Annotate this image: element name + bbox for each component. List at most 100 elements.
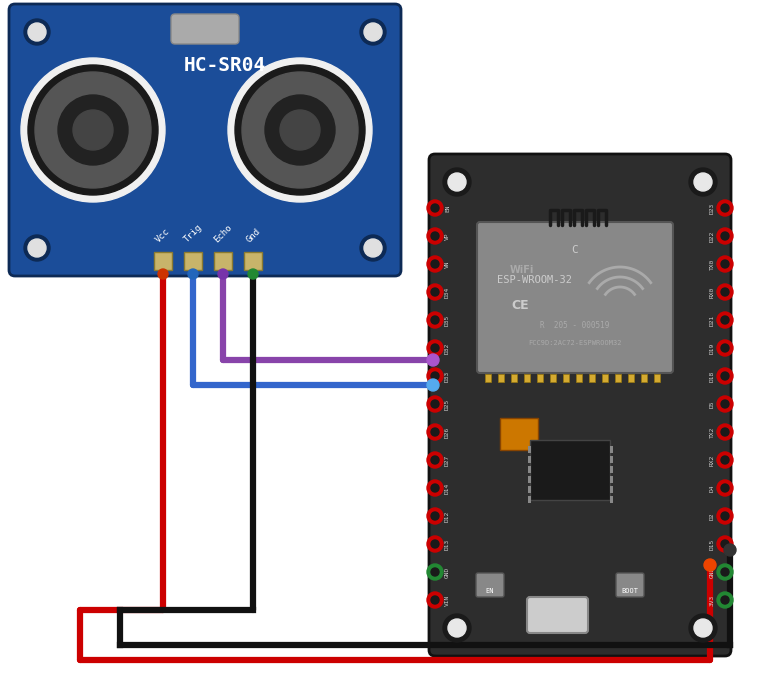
Text: D27: D27 — [445, 455, 450, 466]
Text: CE: CE — [511, 298, 529, 312]
Circle shape — [427, 564, 443, 580]
Circle shape — [431, 372, 439, 380]
Circle shape — [427, 424, 443, 440]
FancyBboxPatch shape — [616, 573, 644, 597]
Circle shape — [431, 428, 439, 436]
Circle shape — [721, 484, 729, 492]
Circle shape — [427, 536, 443, 552]
Text: WiFi: WiFi — [510, 265, 535, 275]
Bar — [528, 476, 531, 483]
Circle shape — [431, 540, 439, 548]
Text: D5: D5 — [710, 400, 715, 408]
Circle shape — [721, 260, 729, 268]
Bar — [498, 374, 504, 382]
Circle shape — [689, 168, 717, 196]
Circle shape — [721, 540, 729, 548]
Circle shape — [427, 396, 443, 412]
Bar — [528, 446, 531, 453]
Text: TX0: TX0 — [710, 258, 715, 270]
Circle shape — [721, 400, 729, 408]
Text: D14: D14 — [445, 482, 450, 493]
Circle shape — [228, 58, 372, 202]
Circle shape — [431, 204, 439, 212]
Text: RX0: RX0 — [710, 287, 715, 298]
Bar — [628, 374, 634, 382]
Circle shape — [717, 256, 733, 272]
Text: GND: GND — [445, 566, 450, 577]
Circle shape — [427, 452, 443, 468]
Circle shape — [431, 316, 439, 324]
Circle shape — [724, 544, 736, 556]
Circle shape — [717, 452, 733, 468]
Circle shape — [431, 232, 439, 240]
Text: D34: D34 — [445, 287, 450, 298]
Bar — [610, 496, 613, 503]
Circle shape — [218, 269, 228, 279]
Bar — [641, 374, 647, 382]
Text: RX2: RX2 — [710, 455, 715, 466]
Circle shape — [689, 614, 717, 642]
Text: ESP-WROOM-32: ESP-WROOM-32 — [498, 275, 572, 285]
Text: D18: D18 — [710, 371, 715, 382]
Circle shape — [717, 228, 733, 244]
Bar — [610, 456, 613, 463]
Bar — [528, 466, 531, 473]
Circle shape — [427, 354, 439, 366]
Text: D35: D35 — [445, 314, 450, 325]
Text: D12: D12 — [445, 510, 450, 522]
Text: VIN: VIN — [445, 594, 450, 606]
Bar — [615, 374, 621, 382]
Text: D32: D32 — [445, 342, 450, 354]
Circle shape — [28, 65, 158, 195]
Circle shape — [717, 284, 733, 300]
Circle shape — [235, 65, 365, 195]
FancyBboxPatch shape — [477, 222, 673, 373]
Circle shape — [431, 596, 439, 604]
Circle shape — [721, 204, 729, 212]
Circle shape — [717, 592, 733, 608]
Bar — [485, 374, 491, 382]
Circle shape — [717, 200, 733, 216]
Text: D26: D26 — [445, 426, 450, 438]
Bar — [184, 252, 202, 270]
Circle shape — [443, 614, 471, 642]
Circle shape — [248, 269, 258, 279]
Circle shape — [721, 316, 729, 324]
Circle shape — [242, 72, 358, 188]
Text: Vcc: Vcc — [154, 226, 172, 244]
Bar — [602, 374, 608, 382]
Text: D4: D4 — [710, 484, 715, 492]
Circle shape — [721, 512, 729, 520]
Bar — [610, 446, 613, 453]
Circle shape — [717, 312, 733, 328]
Circle shape — [265, 95, 335, 165]
Text: FCC9D:2AC72-ESPWROOM32: FCC9D:2AC72-ESPWROOM32 — [528, 340, 622, 346]
FancyBboxPatch shape — [9, 4, 401, 276]
Text: D13: D13 — [445, 539, 450, 550]
Circle shape — [24, 19, 50, 45]
Text: Gnd: Gnd — [244, 226, 262, 244]
Circle shape — [58, 95, 128, 165]
Circle shape — [721, 568, 729, 576]
Text: D2: D2 — [710, 512, 715, 520]
Bar — [563, 374, 569, 382]
Circle shape — [35, 72, 151, 188]
Circle shape — [427, 508, 443, 524]
Circle shape — [694, 173, 712, 191]
FancyBboxPatch shape — [429, 154, 731, 656]
Circle shape — [427, 284, 443, 300]
Circle shape — [717, 396, 733, 412]
Circle shape — [280, 110, 320, 150]
Circle shape — [73, 110, 113, 150]
Circle shape — [431, 260, 439, 268]
Bar — [214, 252, 232, 270]
Circle shape — [427, 592, 443, 608]
Text: VN: VN — [445, 260, 450, 268]
Circle shape — [704, 559, 716, 571]
Circle shape — [717, 536, 733, 552]
FancyBboxPatch shape — [476, 573, 504, 597]
Text: GND: GND — [710, 566, 715, 577]
Circle shape — [431, 512, 439, 520]
Bar — [550, 374, 556, 382]
Circle shape — [721, 428, 729, 436]
